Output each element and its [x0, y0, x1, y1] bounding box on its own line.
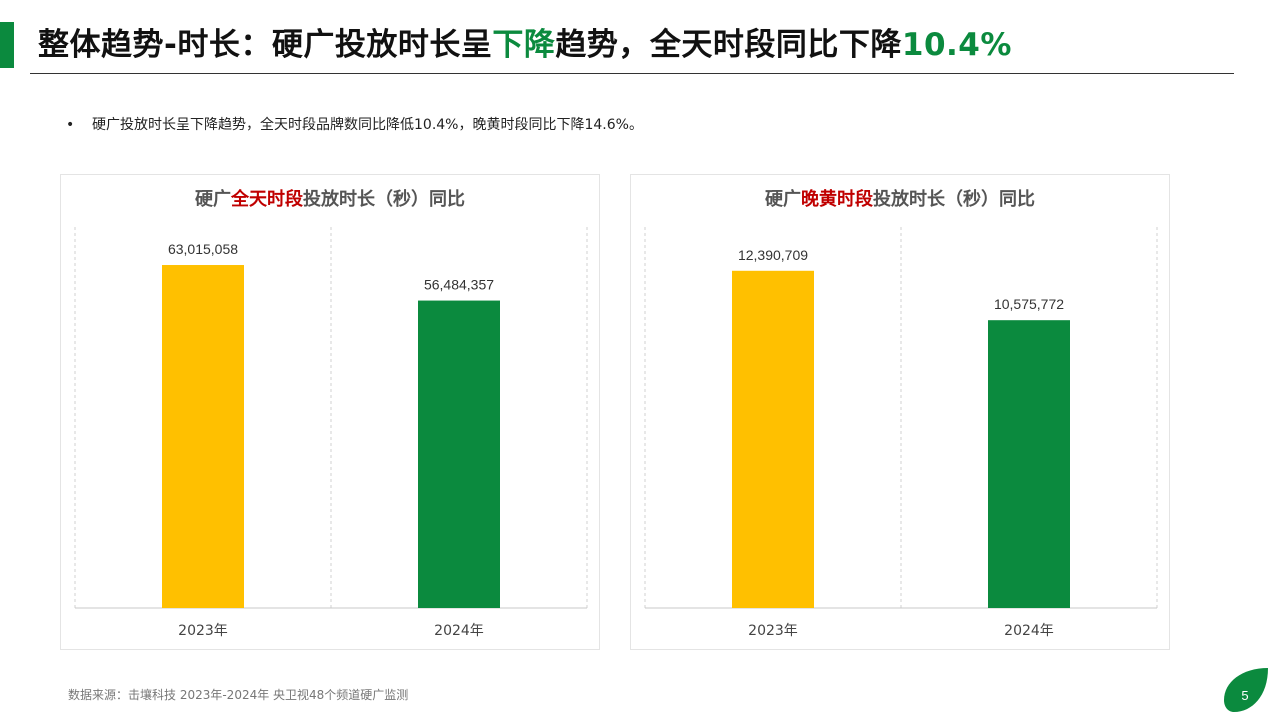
summary-text: 硬广投放时长呈下降趋势，全天时段品牌数同比降低10.4%，晚黄时段同比下降14.…: [92, 117, 643, 133]
chart-evening: 12,390,709 2023年 10,575,772 2024年: [644, 227, 1158, 639]
chart-title-all-day: 硬广全天时段投放时长（秒）同比: [61, 185, 599, 211]
chart-title-highlight: 全天时段: [231, 189, 303, 210]
bullet-icon: •: [66, 117, 75, 133]
bar-2: [988, 320, 1070, 608]
title-accent-bar: [0, 22, 14, 68]
summary-bullet: • 硬广投放时长呈下降趋势，全天时段品牌数同比降低10.4%，晚黄时段同比下降14…: [66, 114, 643, 134]
data-label: 12,390,709: [738, 247, 808, 263]
x-tick-label: 2024年: [434, 623, 484, 639]
bar-1: [732, 270, 814, 608]
title-highlight-percent: 10.4%: [901, 27, 1012, 63]
chart-all-day: 63,015,058 2023年 56,484,357 2024年: [74, 227, 588, 639]
data-source-note: 数据来源：击壤科技 2023年-2024年 央卫视48个频道硬广监测: [68, 688, 409, 702]
title-highlight-decline: 下降: [492, 27, 556, 63]
page-title: 整体趋势-时长：硬广投放时长呈下降趋势，全天时段同比下降10.4%: [38, 20, 1012, 70]
chart-title-suffix: 投放时长（秒）同比: [303, 189, 465, 210]
x-tick-label: 2023年: [178, 623, 228, 639]
page-number: 5: [1241, 688, 1249, 703]
title-text-2: 趋势，全天时段同比下降: [555, 27, 902, 63]
data-label: 63,015,058: [168, 241, 238, 257]
bar-2: [418, 300, 500, 608]
chart-title-prefix: 硬广: [195, 189, 231, 210]
bar-1: [162, 265, 244, 608]
chart-panel-evening: 硬广晚黄时段投放时长（秒）同比 12,390,709 2023年 10,575,77…: [630, 174, 1170, 650]
chart-title-highlight: 晚黄时段: [801, 189, 873, 210]
chart-title-prefix: 硬广: [765, 189, 801, 210]
title-text-1: 整体趋势-时长：硬广投放时长呈: [38, 27, 493, 63]
x-tick-label: 2024年: [1004, 623, 1054, 639]
page-badge-icon: [1224, 668, 1268, 712]
data-label: 56,484,357: [424, 277, 494, 293]
chart-title-suffix: 投放时长（秒）同比: [873, 189, 1035, 210]
chart-panel-all-day: 硬广全天时段投放时长（秒）同比 63,015,058 2023年 56,484,35…: [60, 174, 600, 650]
chart-title-evening: 硬广晚黄时段投放时长（秒）同比: [631, 185, 1169, 211]
data-label: 10,575,772: [994, 296, 1064, 312]
title-divider: [30, 73, 1234, 74]
x-tick-label: 2023年: [748, 623, 798, 639]
